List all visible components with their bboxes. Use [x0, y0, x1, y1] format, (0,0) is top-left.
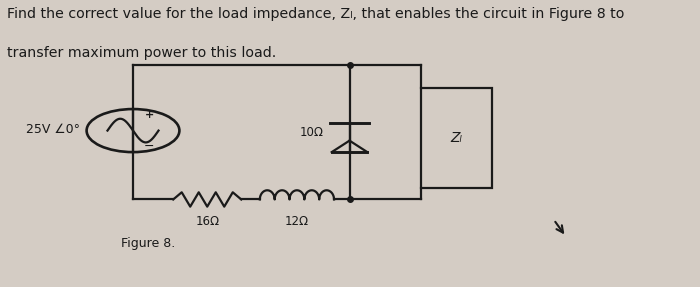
Text: 12Ω: 12Ω: [285, 215, 309, 228]
Text: Find the correct value for the load impedance, Zₗ, that enables the circuit in F: Find the correct value for the load impe…: [8, 7, 625, 21]
Text: −: −: [144, 139, 155, 153]
Text: 16Ω: 16Ω: [195, 215, 219, 228]
Text: Zₗ: Zₗ: [450, 131, 462, 145]
Bar: [421, 88, 492, 188]
Text: transfer maximum power to this load.: transfer maximum power to this load.: [8, 46, 276, 60]
Text: 10Ω: 10Ω: [300, 125, 323, 139]
Text: +: +: [145, 110, 154, 120]
Text: 25V ∠0°: 25V ∠0°: [27, 123, 80, 136]
Text: Figure 8.: Figure 8.: [120, 237, 175, 250]
